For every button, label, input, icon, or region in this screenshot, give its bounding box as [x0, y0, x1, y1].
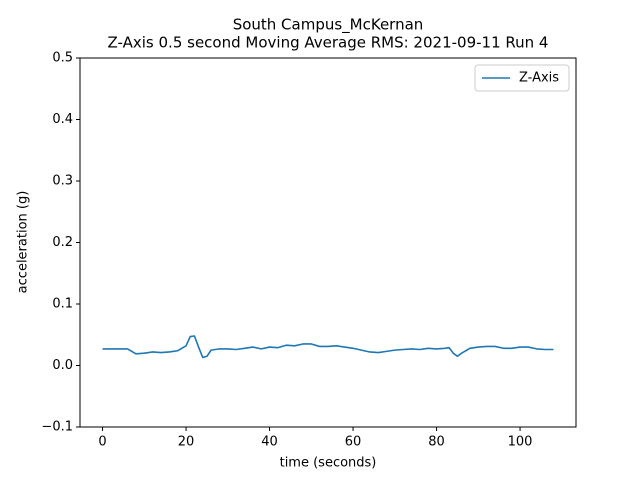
y-tick-label: −0.1: [41, 420, 73, 435]
x-axis-label: time (seconds): [280, 456, 377, 471]
y-tick-label: 0.0: [52, 358, 73, 373]
y-tick-label: 0.2: [52, 235, 73, 250]
y-tick-label: 0.5: [52, 51, 73, 66]
y-tick-label: 0.3: [52, 174, 73, 189]
y-tick-label: 0.1: [52, 297, 73, 312]
y-tick-label: 0.4: [52, 112, 73, 127]
y-axis-label: acceleration (g): [16, 191, 31, 294]
plot-frame: [79, 57, 577, 428]
legend-label: Z-Axis: [519, 71, 559, 86]
chart-subtitle: Z-Axis 0.5 second Moving Average RMS: 20…: [108, 34, 549, 52]
x-tick-label: 60: [345, 435, 362, 450]
x-tick-label: 80: [428, 435, 445, 450]
x-tick-label: 0: [98, 435, 106, 450]
x-tick-label: 100: [508, 435, 533, 450]
x-tick-label: 40: [261, 435, 278, 450]
legend-box: [474, 64, 570, 92]
x-tick-label: 20: [178, 435, 195, 450]
data-line: [102, 335, 554, 359]
chart-title: South Campus_McKernan: [233, 16, 424, 35]
